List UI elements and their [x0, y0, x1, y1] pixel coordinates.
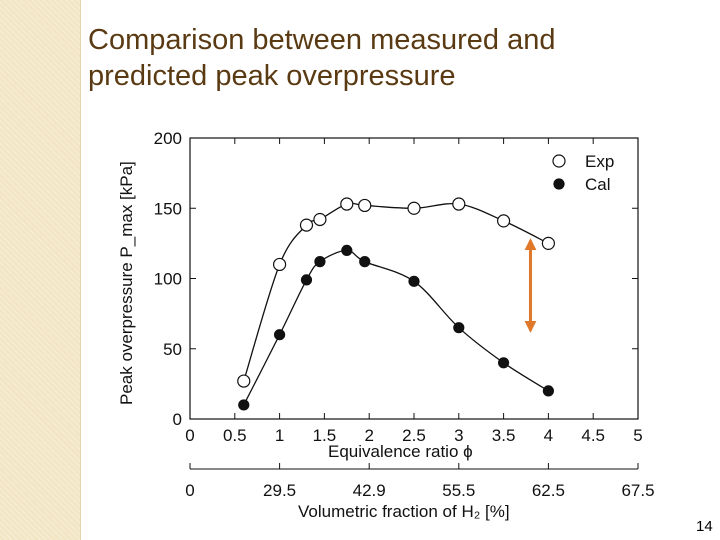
cal-data-point [359, 256, 371, 268]
secondary-tick-label: 67.5 [621, 481, 654, 500]
x-tick-label: 0.5 [223, 426, 247, 445]
legend-label-exp: Exp [585, 152, 614, 171]
legend-marker-cal [553, 178, 565, 190]
exp-data-point [452, 197, 466, 211]
y-tick-label: 100 [154, 270, 182, 289]
exp-data-point [541, 236, 556, 250]
exp-data-point [358, 198, 372, 213]
x-tick-label: 4 [544, 426, 553, 445]
secondary-tick-label: 29.5 [263, 481, 296, 500]
secondary-tick-label: 62.5 [532, 481, 565, 500]
cal-data-point [314, 256, 326, 268]
x-tick-label: 1 [275, 426, 284, 445]
secondary-tick-label: 42.9 [353, 481, 386, 500]
exp-data-point [299, 218, 314, 232]
exp-data-point [340, 197, 354, 211]
legend-label-cal: Cal [585, 175, 611, 194]
cal-data-point [274, 329, 286, 341]
legend-marker-exp [552, 154, 566, 168]
cal-data-point [238, 399, 250, 411]
exp-data-point [407, 201, 421, 215]
slide-title-line1: Comparison between measured and [88, 24, 556, 56]
x-tick-label: 4.5 [581, 426, 605, 445]
cal-data-point [453, 322, 465, 334]
data-points [237, 197, 556, 411]
y-tick-label: 200 [154, 129, 182, 148]
x-tick-label: 3 [454, 426, 463, 445]
x-axis-label: Equivalence ratio ϕ [328, 442, 473, 461]
exp-data-point [497, 214, 511, 228]
x-tick-label: 5 [633, 426, 642, 445]
secondary-tick-label: 0 [185, 481, 194, 500]
decorative-sidebar [0, 0, 80, 540]
fit-curve-cal [243, 249, 549, 406]
x-tick-label: 3.5 [492, 426, 516, 445]
slide-number: 14 [696, 518, 713, 535]
secondary-x-axis: 0 29.5 42.9 55.5 62.5 67.5 [185, 463, 655, 500]
y-tick-label: 150 [154, 199, 182, 218]
y-tick-label: 50 [163, 340, 182, 359]
cal-data-point [542, 385, 555, 397]
cal-data-point [341, 244, 353, 256]
x-tick-label: 2 [364, 426, 373, 445]
y-axis-ticks: 0 50 100 150 200 [154, 129, 638, 429]
sidebar-divider [80, 0, 81, 540]
legend: Exp Cal [552, 152, 614, 194]
exp-data-point [273, 257, 287, 272]
x-axis-ticks: 0 0.5 1 1.5 2 2.5 3 3.5 4 4.5 5 [185, 138, 643, 445]
fit-curve-exp [243, 202, 549, 382]
x-tick-label: 0 [185, 426, 194, 445]
slide-title: Comparison between measured and predicte… [88, 22, 688, 94]
secondary-x-axis-label: Volumetric fraction of H₂ [%] [298, 502, 510, 521]
cal-data-point [408, 275, 420, 287]
fit-curves [243, 202, 549, 406]
exp-data-point [237, 374, 251, 388]
cal-data-point [300, 274, 313, 286]
cal-data-point [498, 357, 510, 369]
y-axis-label: Peak overpressure P_max [kPa] [117, 161, 136, 405]
x-tick-label: 2.5 [402, 426, 426, 445]
slide-title-line2: predicted peak overpressure [88, 60, 456, 92]
secondary-tick-label: 55.5 [442, 481, 475, 500]
x-tick-label: 1.5 [313, 426, 337, 445]
y-tick-label: 0 [173, 410, 182, 429]
exp-data-point [313, 212, 327, 227]
